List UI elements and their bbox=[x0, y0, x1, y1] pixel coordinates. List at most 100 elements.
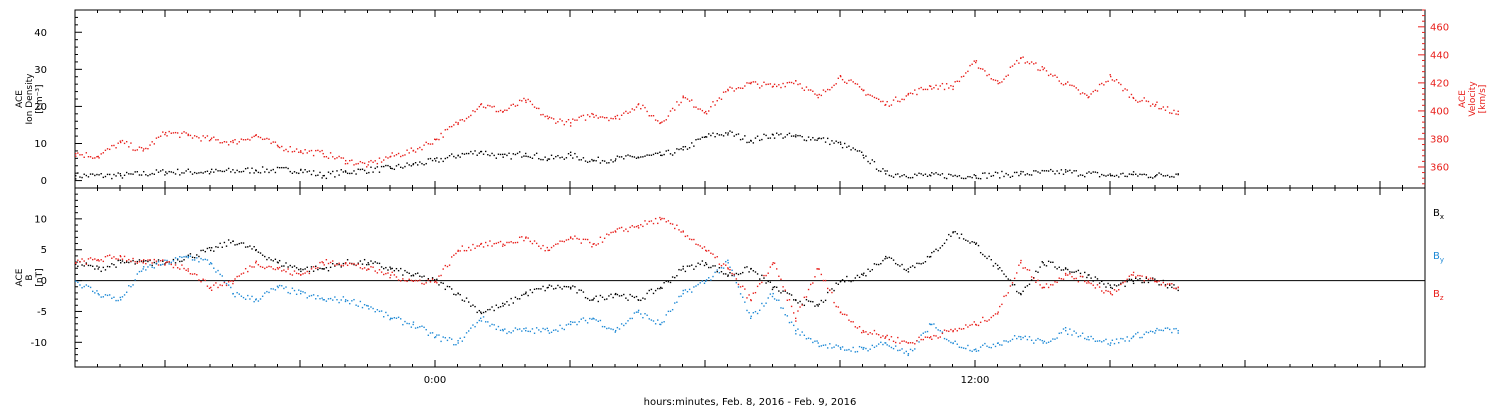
density-point bbox=[552, 157, 555, 160]
bx-point bbox=[482, 311, 485, 314]
by-point bbox=[89, 286, 92, 289]
velocity-point bbox=[149, 144, 151, 146]
by-point bbox=[699, 282, 701, 284]
density-point bbox=[183, 172, 185, 174]
bx-point bbox=[157, 259, 160, 261]
density-point bbox=[434, 157, 436, 160]
bx-point bbox=[735, 272, 738, 275]
density-point bbox=[712, 132, 714, 134]
velocity-point bbox=[676, 101, 678, 103]
velocity-point bbox=[897, 100, 899, 102]
by-point bbox=[637, 309, 640, 312]
velocity-point bbox=[773, 83, 776, 86]
density-point bbox=[939, 174, 941, 176]
bx-point bbox=[1098, 282, 1101, 284]
by-point bbox=[434, 336, 436, 339]
by-point bbox=[1137, 331, 1139, 334]
density-point bbox=[801, 135, 803, 138]
bz-point bbox=[1050, 284, 1052, 286]
bz-point bbox=[295, 272, 298, 275]
velocity-point bbox=[359, 160, 362, 163]
density-point bbox=[759, 139, 761, 142]
bz-point bbox=[969, 324, 971, 327]
by-point bbox=[489, 325, 491, 327]
density-point bbox=[302, 171, 304, 174]
y-tick-label: 30 bbox=[34, 65, 47, 76]
bz-point bbox=[147, 259, 149, 261]
density-point bbox=[1047, 170, 1050, 172]
density-point bbox=[240, 171, 243, 173]
bx-point bbox=[419, 275, 421, 277]
density-point bbox=[104, 175, 107, 178]
bz-point bbox=[321, 261, 323, 263]
density-point bbox=[1126, 175, 1128, 178]
by-point bbox=[712, 275, 714, 278]
density-point bbox=[527, 155, 529, 158]
velocity-point bbox=[414, 151, 417, 153]
by-point bbox=[446, 339, 449, 342]
velocity-point bbox=[249, 139, 251, 141]
velocity-point bbox=[512, 103, 515, 106]
velocity-point-point bbox=[592, 113, 594, 116]
bx-point bbox=[240, 242, 243, 244]
velocity-point bbox=[682, 95, 684, 97]
bx-point bbox=[1050, 261, 1052, 263]
bx-point bbox=[484, 310, 487, 313]
bx-point bbox=[548, 284, 551, 286]
by-point bbox=[988, 346, 990, 349]
velocity-point bbox=[629, 111, 631, 113]
by-point bbox=[735, 281, 738, 284]
by-point bbox=[943, 337, 946, 340]
bz-point bbox=[363, 267, 366, 269]
bz-point bbox=[98, 260, 100, 262]
density-point bbox=[406, 162, 408, 164]
velocity-point bbox=[200, 140, 202, 142]
velocity-point bbox=[349, 159, 351, 162]
density-point bbox=[818, 137, 820, 139]
velocity-point bbox=[321, 149, 323, 152]
velocity-point bbox=[334, 158, 336, 160]
density-point bbox=[580, 159, 582, 161]
density-point bbox=[523, 155, 525, 157]
bx-point bbox=[1094, 276, 1097, 278]
bz-point bbox=[561, 240, 563, 242]
by-point bbox=[1081, 332, 1084, 334]
velocity-point bbox=[563, 123, 565, 126]
bx-point bbox=[521, 294, 523, 297]
bx-point bbox=[1043, 264, 1046, 266]
density-point bbox=[332, 170, 334, 173]
density-point bbox=[225, 169, 228, 171]
by-point bbox=[629, 317, 631, 320]
density-point bbox=[829, 143, 831, 146]
y-axis-label: Ion Density bbox=[25, 73, 35, 125]
density-point bbox=[752, 142, 755, 144]
by-point bbox=[170, 261, 172, 264]
by-point bbox=[499, 329, 502, 332]
bx-point bbox=[657, 287, 659, 290]
density-point bbox=[699, 138, 701, 140]
bx-point bbox=[527, 294, 529, 297]
by-point bbox=[440, 340, 442, 343]
bx-point bbox=[257, 251, 260, 253]
velocity-point bbox=[1154, 105, 1156, 107]
by-point bbox=[172, 260, 175, 262]
by-point bbox=[113, 296, 115, 299]
bz-point bbox=[933, 334, 935, 337]
density-point bbox=[601, 159, 604, 162]
velocity-point bbox=[459, 119, 461, 121]
bx-point bbox=[136, 260, 139, 263]
bx-point bbox=[563, 285, 565, 288]
velocity-point bbox=[425, 141, 427, 144]
bx-point bbox=[1177, 289, 1179, 292]
density-point bbox=[960, 177, 963, 179]
bz-point bbox=[470, 249, 472, 251]
density-point bbox=[922, 174, 924, 177]
bz-point bbox=[994, 313, 997, 315]
by-point bbox=[922, 332, 924, 334]
bz-point bbox=[729, 268, 731, 271]
bz-point bbox=[353, 262, 355, 265]
bx-point bbox=[612, 296, 614, 299]
by-point bbox=[1084, 337, 1086, 340]
velocity-point bbox=[208, 139, 211, 142]
bx-point bbox=[693, 268, 695, 270]
